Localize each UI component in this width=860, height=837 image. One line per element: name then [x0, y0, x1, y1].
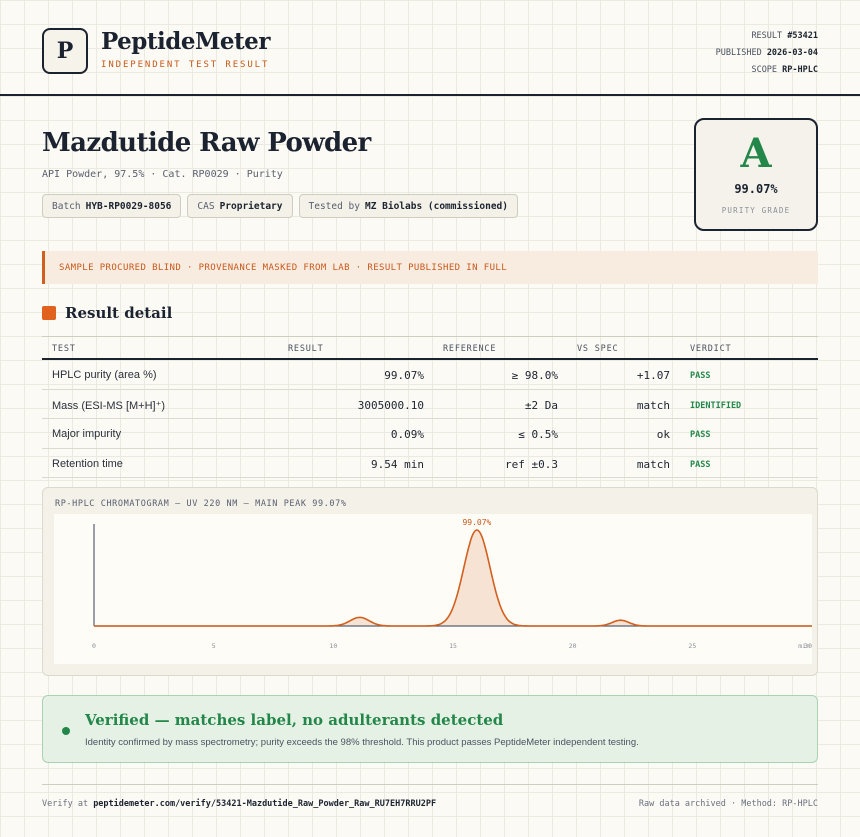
x-tick-label: 5	[212, 642, 216, 650]
verdict-badge: PASS	[690, 430, 711, 440]
provenance-banner: SAMPLE PROCURED BLIND · PROVENANCE MASKE…	[42, 251, 818, 284]
verified-text: Identity confirmed by mass spectrometry;…	[85, 737, 639, 748]
x-tick-label: 0	[92, 642, 96, 650]
product-title: Mazdutide Raw Powder	[42, 128, 371, 158]
section-title: Result detail	[65, 304, 173, 322]
result-number: #53421	[787, 31, 818, 41]
test-vs-spec: +1.07	[636, 369, 670, 382]
verdict-badge: PASS	[690, 371, 711, 381]
test-result: 99.07%	[384, 369, 424, 382]
product-chips: Batch HYB-RP0029-8056 CAS Proprietary Test…	[42, 194, 518, 218]
test-vs-spec: ok	[656, 428, 670, 441]
test-vs-spec: match	[636, 457, 670, 471]
test-result: 3005000.10	[357, 398, 424, 412]
test-name: Retention time	[52, 457, 123, 470]
table-row: Retention time 9.54 min ref ±0.3 match P…	[42, 449, 818, 478]
verified-status-icon	[62, 727, 70, 735]
test-reference: ≤ 0.5%	[518, 428, 558, 441]
chromatogram-card: RP-HPLC CHROMATOGRAM — UV 220 NM — MAIN …	[42, 487, 818, 676]
x-tick-label: 10	[329, 642, 337, 650]
x-tick-label: 25	[688, 642, 696, 650]
verdict-badge: IDENTIFIED	[690, 400, 742, 411]
x-tick-label: 30	[804, 642, 812, 650]
col-verdict: VERDICT	[690, 344, 732, 354]
scope-value: RP-HPLC	[782, 65, 818, 75]
brand-tagline: INDEPENDENT TEST RESULT	[101, 60, 270, 70]
table-row: Mass (ESI-MS [M+H]⁺) 3005000.10 ±2 Da ma…	[42, 390, 818, 419]
grade-label: PURITY GRADE	[721, 206, 791, 215]
cas-label: CAS	[197, 200, 215, 212]
tested-by-chip: Tested by MZ Biolabs (commissioned)	[298, 194, 518, 218]
brand-name: PeptideMeter	[101, 28, 270, 55]
col-test: TEST	[52, 344, 76, 354]
verify-link[interactable]: peptidemeter.com/verify/53421-Mazdutide_…	[93, 799, 437, 809]
test-reference: ±2 Da	[524, 398, 558, 412]
brand-logo: P	[42, 28, 88, 74]
test-result: 9.54 min	[371, 457, 424, 471]
chromatogram-trace	[94, 529, 812, 627]
test-name: HPLC purity (area %)	[52, 369, 157, 381]
batch-chip: Batch HYB-RP0029-8056	[42, 194, 182, 218]
test-name: Major impurity	[52, 428, 122, 440]
test-reference: ref ±0.3	[505, 457, 558, 471]
test-vs-spec: match	[636, 398, 670, 412]
table-row: HPLC purity (area %) 99.07% ≥ 98.0% +1.0…	[42, 360, 818, 390]
x-tick-label: 20	[569, 642, 577, 650]
verify-line: Verify at peptidemeter.com/verify/53421-…	[42, 799, 436, 809]
section-marker-icon	[42, 306, 56, 320]
purity-grade-card: A 99.07% PURITY GRADE	[694, 118, 818, 231]
chromatogram-title: RP-HPLC CHROMATOGRAM — UV 220 NM — MAIN …	[55, 499, 347, 509]
result-table: TEST RESULT REFERENCE VS SPEC VERDICT HP…	[42, 336, 818, 478]
verify-label: Verify at	[42, 799, 89, 809]
grade-value: 99.07%	[734, 182, 778, 196]
published-date: 2026-03-04	[766, 48, 818, 58]
table-row: Major impurity 0.09% ≤ 0.5% ok PASS	[42, 419, 818, 449]
verified-panel: Verified — matches label, no adulterants…	[42, 695, 818, 763]
test-reference: ≥ 98.0%	[511, 369, 558, 382]
tested-by-value: MZ Biolabs (commissioned)	[364, 200, 508, 212]
x-unit-label: min	[798, 642, 810, 650]
test-result: 0.09%	[390, 428, 424, 441]
verdict-badge: PASS	[690, 459, 711, 470]
cas-chip: CAS Proprietary	[187, 194, 293, 218]
product-subtitle: API Powder, 97.5% · Cat. RP0029 · Purity	[42, 169, 283, 180]
report-header: P PeptideMeter INDEPENDENT TEST RESULT R…	[0, 0, 860, 96]
result-label: RESULT	[751, 31, 783, 41]
test-name: Mass (ESI-MS [M+H]⁺)	[52, 399, 166, 412]
table-header: TEST RESULT REFERENCE VS SPEC VERDICT	[42, 336, 818, 360]
peak-area-fill	[94, 530, 812, 626]
col-vs-spec: VS SPEC	[577, 344, 619, 354]
chromatogram-plot-area: 99.07% 0 5 10 15 20 25 30 min	[54, 514, 812, 664]
scope-label: SCOPE	[751, 65, 778, 75]
main-peak-label: 99.07%	[462, 518, 491, 527]
footer-divider	[42, 784, 818, 785]
grade-letter: A	[740, 130, 772, 177]
batch-value: HYB-RP0029-8056	[85, 200, 172, 212]
col-result: RESULT	[288, 344, 324, 354]
col-reference: REFERENCE	[443, 344, 497, 354]
tested-by-label: Tested by	[308, 200, 360, 212]
cas-value: Proprietary	[219, 200, 283, 212]
footer-note: Raw data archived · Method: RP-HPLC	[638, 799, 818, 809]
published-label: PUBLISHED	[715, 48, 762, 58]
result-meta: RESULT #53421 PUBLISHED 2026-03-04 SCOPE…	[716, 28, 818, 79]
batch-label: Batch	[52, 200, 81, 212]
verified-title: Verified — matches label, no adulterants…	[85, 711, 504, 729]
x-tick-label: 15	[449, 642, 457, 650]
result-detail-heading: Result detail	[42, 304, 172, 322]
